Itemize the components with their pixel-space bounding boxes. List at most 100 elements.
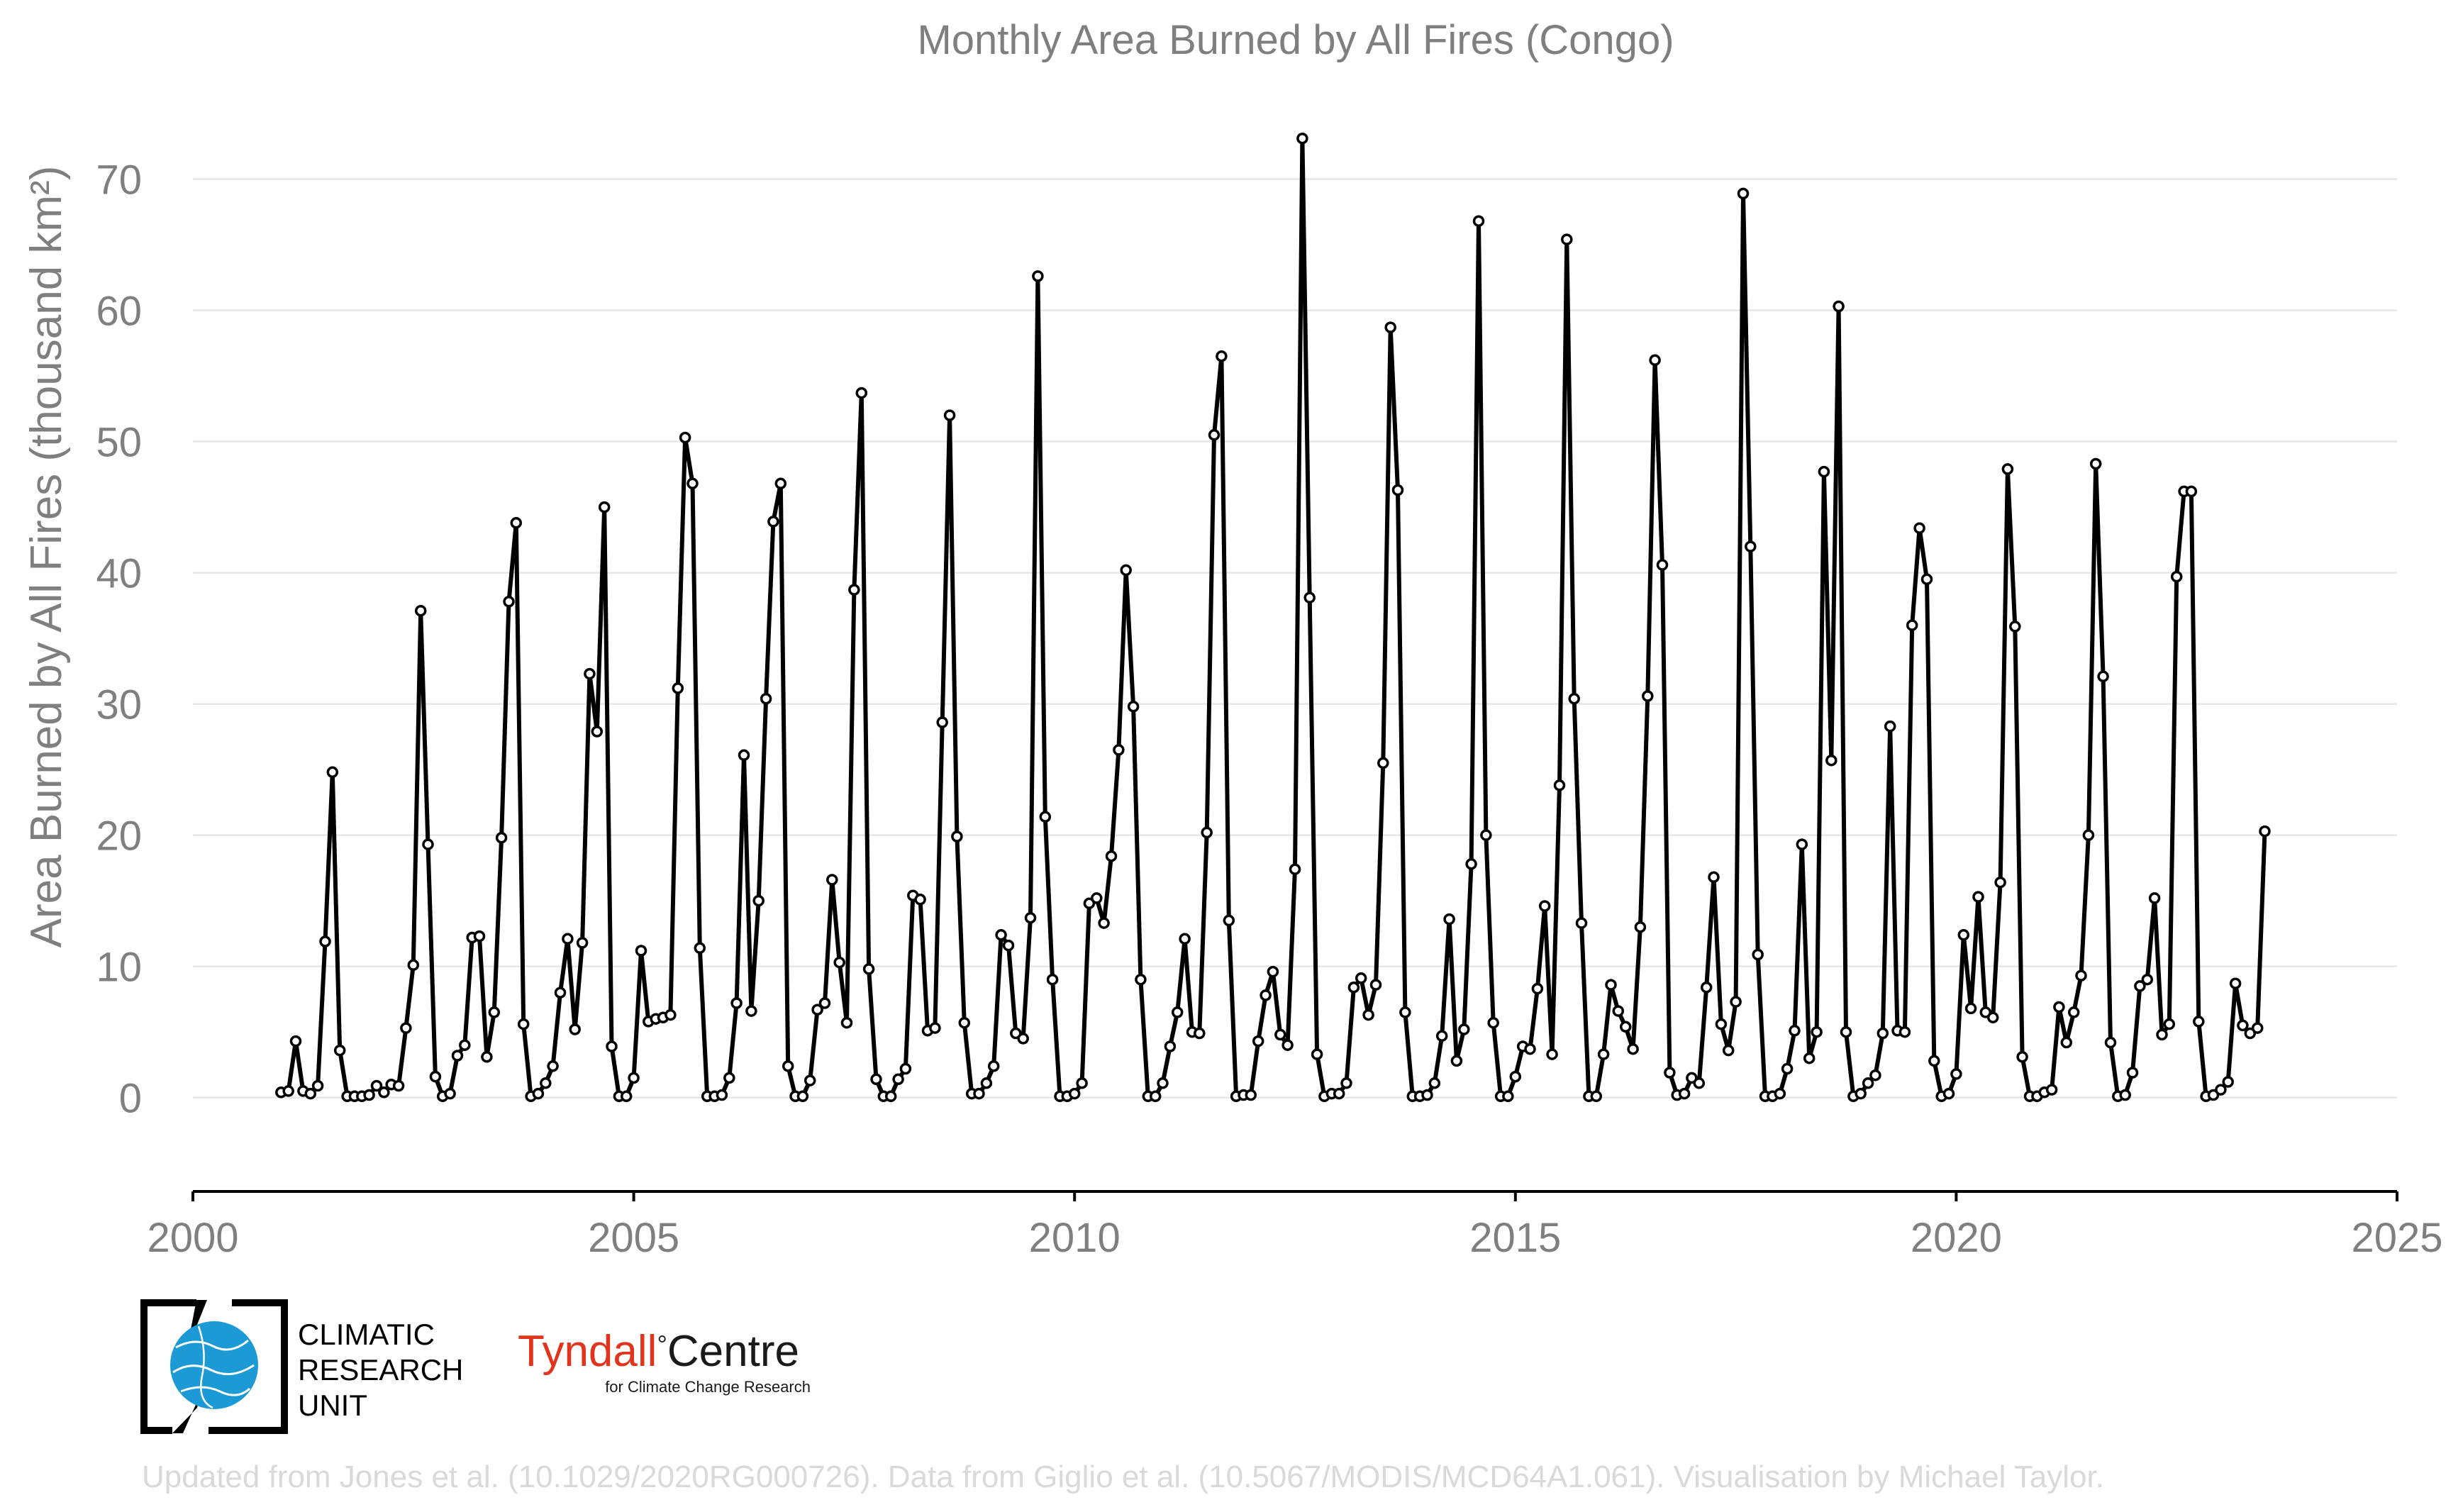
- data-point: [973, 1087, 985, 1100]
- cru-logo-line-3: UNIT: [298, 1389, 367, 1422]
- data-point: [414, 604, 427, 617]
- data-point: [2185, 485, 2198, 498]
- data-point: [1179, 933, 1191, 945]
- data-point: [1774, 1087, 1786, 1100]
- data-point: [840, 1016, 853, 1029]
- data-point: [1957, 929, 1970, 941]
- data-point: [1920, 573, 1933, 586]
- data-point: [1091, 892, 1103, 904]
- data-point: [884, 1090, 897, 1103]
- tyndall-logo-tagline: for Climate Change Research: [605, 1378, 811, 1396]
- svg-text:Tyndall°Centre: Tyndall°Centre: [518, 1327, 799, 1376]
- data-point: [451, 1050, 464, 1062]
- data-point: [1435, 1030, 1448, 1042]
- data-point: [1105, 850, 1118, 862]
- data-point: [1605, 979, 1617, 991]
- data-point: [686, 477, 699, 490]
- data-point: [1745, 540, 1757, 552]
- data-point: [2082, 829, 2095, 841]
- data-point: [547, 1060, 559, 1072]
- data-point: [333, 1044, 346, 1057]
- data-point: [1120, 564, 1132, 577]
- data-point: [1171, 1006, 1184, 1018]
- data-point: [1340, 1077, 1352, 1089]
- data-point: [2067, 1006, 2080, 1018]
- x-tick-label-2015: 2015: [1469, 1215, 1561, 1261]
- data-point: [818, 997, 831, 1009]
- x-tick-label-2010: 2010: [1029, 1215, 1121, 1261]
- data-point: [562, 933, 574, 945]
- data-point: [1333, 1087, 1345, 1100]
- y-tick-label-20: 20: [96, 813, 142, 860]
- data-point: [584, 667, 596, 680]
- data-point: [679, 431, 691, 444]
- data-point: [1267, 965, 1279, 978]
- data-point: [628, 1072, 640, 1084]
- data-point: [2207, 1089, 2220, 1101]
- data-point: [723, 1072, 735, 1084]
- data-point: [1113, 744, 1125, 756]
- data-point: [1472, 215, 1485, 227]
- data-point: [576, 937, 589, 949]
- data-point: [738, 749, 750, 762]
- data-point: [1223, 914, 1235, 927]
- data-point: [1039, 811, 1052, 823]
- data-point: [1693, 1077, 1706, 1089]
- data-point: [2089, 457, 2102, 470]
- data-point: [503, 596, 515, 608]
- data-point: [304, 1087, 317, 1100]
- data-point: [1487, 1016, 1499, 1029]
- data-point: [2222, 1076, 2234, 1088]
- data-point: [495, 832, 508, 844]
- data-point: [1913, 522, 1925, 534]
- data-point: [1708, 871, 1720, 884]
- data-point: [1942, 1087, 1955, 1100]
- data-point: [1928, 1055, 1940, 1067]
- data-point: [1833, 300, 1845, 313]
- cru-logo-line-2: RESEARCH: [298, 1353, 463, 1386]
- data-point: [1046, 973, 1059, 986]
- data-point: [400, 1022, 412, 1034]
- data-point: [1906, 619, 1918, 631]
- data-point: [1443, 913, 1455, 925]
- data-point: [422, 838, 434, 850]
- data-point: [1369, 979, 1382, 991]
- data-point: [1208, 429, 1221, 441]
- data-point: [1686, 1072, 1698, 1084]
- data-point: [2237, 1019, 2249, 1032]
- data-point: [980, 1077, 993, 1089]
- data-point: [804, 1074, 816, 1086]
- data-point: [326, 766, 339, 779]
- data-point: [1722, 1044, 1735, 1057]
- data-point: [1127, 701, 1140, 713]
- data-point: [2053, 1001, 2065, 1013]
- data-point: [1032, 270, 1044, 282]
- data-point: [2229, 977, 2242, 989]
- data-point: [1568, 692, 1580, 705]
- data-point: [936, 716, 948, 728]
- y-tick-labels: 0 10 20 30 40 50 60 70: [96, 157, 142, 1122]
- x-tick-label-2005: 2005: [588, 1215, 679, 1261]
- y-tick-label-10: 10: [96, 945, 142, 991]
- data-point: [2075, 969, 2087, 982]
- x-axis: 2000 2005 2010 2015 2020 2025: [147, 1190, 2443, 1261]
- data-point: [311, 1079, 324, 1092]
- data-point: [620, 1090, 633, 1103]
- data-point: [1024, 911, 1037, 924]
- data-point: [1950, 1068, 1962, 1080]
- data-point: [1098, 917, 1110, 929]
- y-axis-label: Area Burned by All Fires (thousand km²): [22, 166, 71, 948]
- data-point: [2259, 825, 2271, 838]
- data-point: [2156, 1028, 2168, 1041]
- data-point: [1869, 1069, 1881, 1082]
- data-point: [370, 1079, 383, 1092]
- data-point: [2251, 1022, 2264, 1034]
- data-point: [774, 477, 787, 490]
- data-points: [275, 132, 2271, 1103]
- data-point: [2170, 570, 2183, 583]
- data-point: [2126, 1067, 2139, 1079]
- data-point: [848, 584, 860, 596]
- data-point: [2244, 1027, 2257, 1040]
- data-point: [1700, 982, 1713, 994]
